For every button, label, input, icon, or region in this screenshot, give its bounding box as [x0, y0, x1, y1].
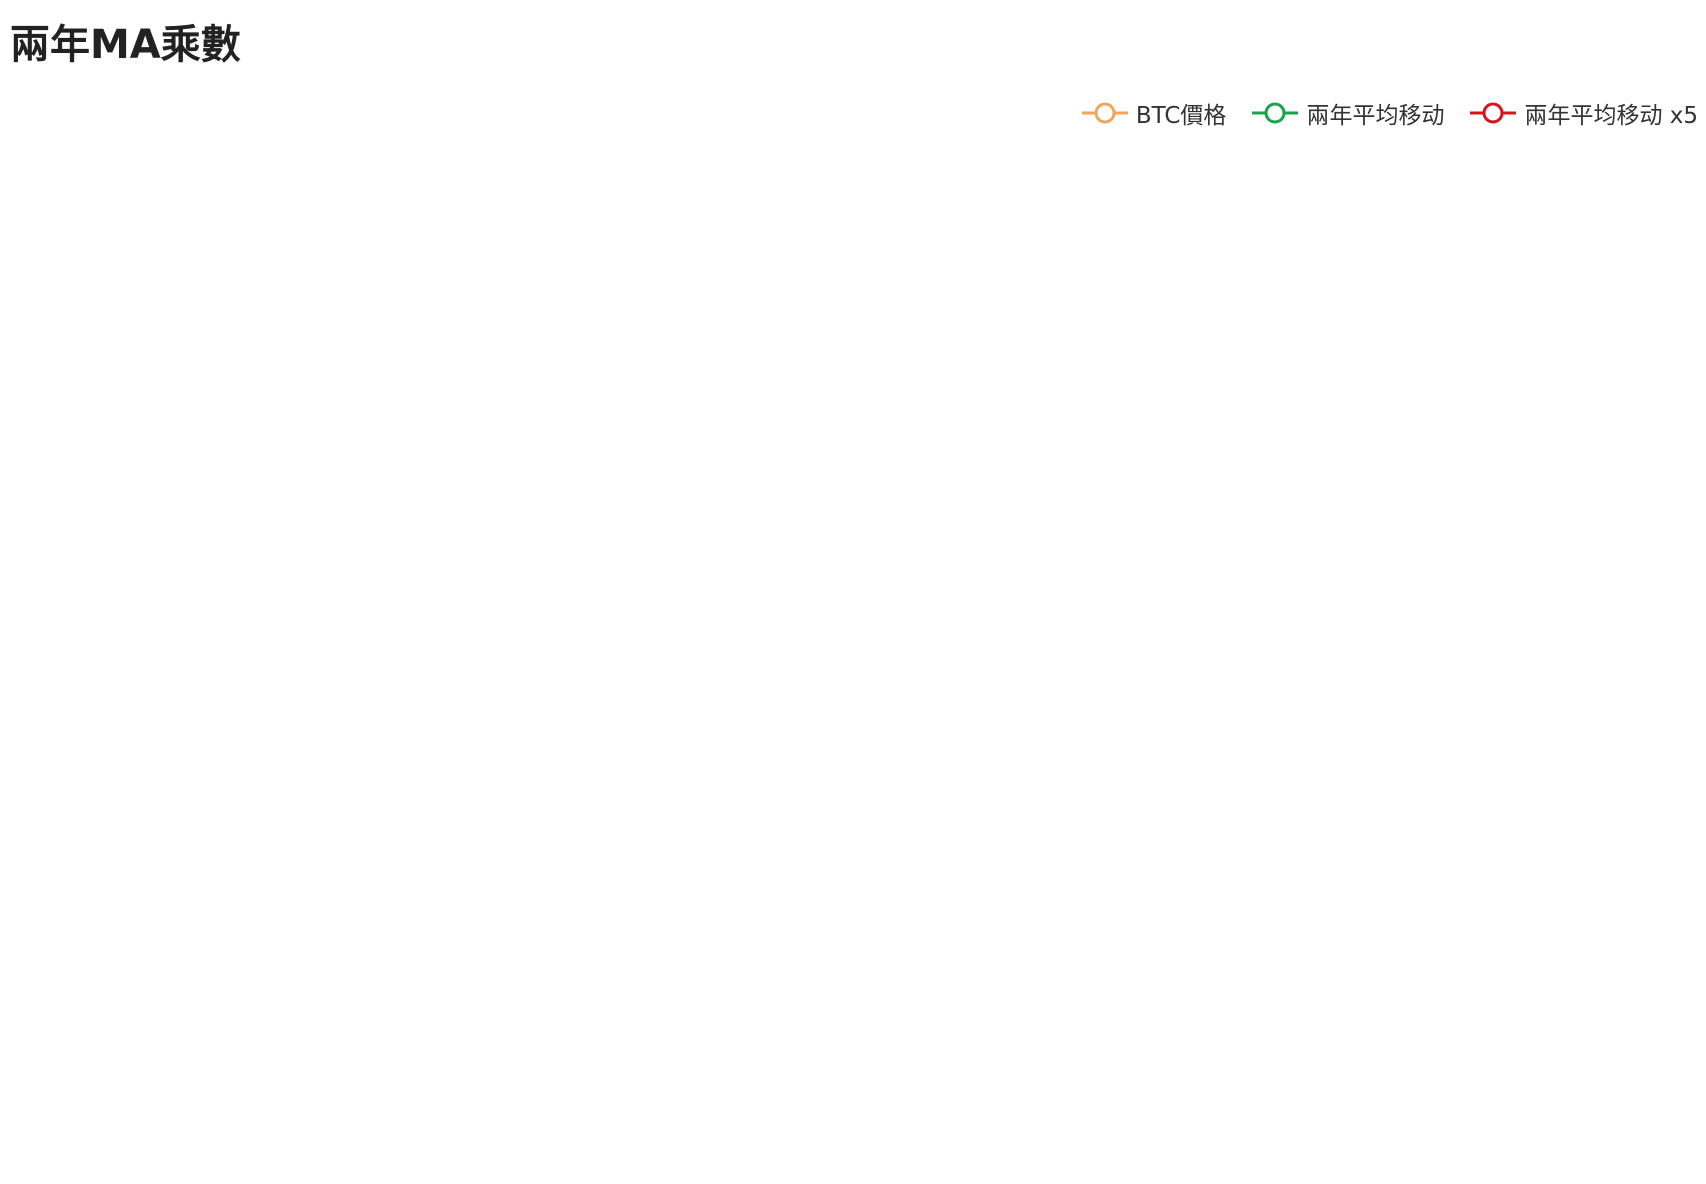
y-tick-label: $10.00K [71, 408, 153, 433]
y-tick-label: $1.00K [83, 514, 153, 539]
legend-marker-icon [1081, 102, 1128, 124]
x-tick-label: 2023-09-20 [1430, 1068, 1548, 1094]
datazoom-track[interactable] [174, 1105, 1645, 1184]
watermark: CoinAnk [717, 592, 1170, 687]
datazoom-handle-left[interactable] [167, 1118, 183, 1172]
legend-label: 兩年平均移动 [1306, 103, 1445, 129]
legend-item-ma[interactable]: 兩年平均移动 [1252, 96, 1444, 130]
series-line-ma5 [169, 266, 1645, 898]
legend-label: BTC價格 [1135, 103, 1227, 129]
y-tick-label: $100.00 [73, 619, 153, 644]
undervalued-fill-area [170, 341, 1644, 970]
datazoom-preview-area [169, 1111, 1645, 1184]
legend-label: 兩年平均移动 x5 [1524, 103, 1698, 129]
x-tick-label: 2021-11-06 [1242, 1068, 1358, 1094]
y-tick-label: $0.10 [98, 936, 153, 961]
x-tick-label: 2010-08-18 [111, 1068, 229, 1094]
x-tick-label: 2016-03-28 [676, 1068, 794, 1094]
y-tick-label: $0.01 [98, 1041, 153, 1066]
x-tick-label: 2018-02-09 [865, 1068, 983, 1094]
x-tick-label: 2014-05-15 [488, 1068, 606, 1094]
series-line-price [169, 306, 1645, 964]
x-tick-label: 2012-07-01 [300, 1068, 418, 1094]
watermark-logo-icon [717, 592, 808, 678]
legend-marker-icon [1470, 102, 1517, 124]
legend: BTC價格 兩年平均移动 兩年平均移动 x5 [1081, 96, 1698, 130]
overheat-fill-area [170, 267, 1644, 896]
chart-title: 兩年MA乘數 [10, 22, 241, 68]
y-tick-label: $1.00M [80, 197, 153, 222]
y-tick-label: $10.00 [86, 725, 153, 750]
y-tick-label: $100.00K [59, 303, 154, 328]
series-line-ma [169, 340, 1645, 971]
watermark-text: CoinAnk [835, 603, 1170, 687]
datazoom-handle-right[interactable] [1636, 1118, 1652, 1172]
legend-item-ma5[interactable]: 兩年平均移动 x5 [1470, 96, 1698, 130]
y-tick-label: $1.00 [98, 830, 153, 855]
legend-marker-icon [1252, 102, 1299, 124]
x-tick-label: 2019-12-24 [1053, 1068, 1171, 1094]
legend-item-price[interactable]: BTC價格 [1081, 96, 1227, 130]
